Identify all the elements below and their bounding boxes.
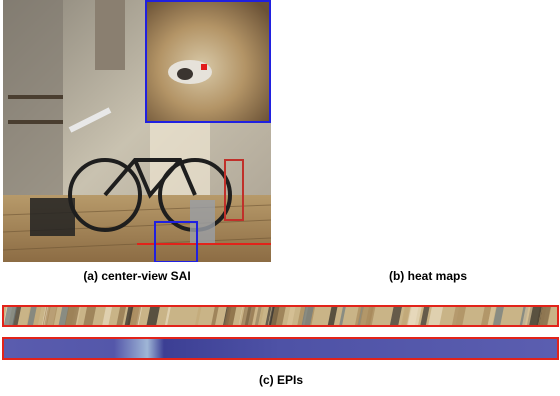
page: (a) center-view SAI (b) heat maps (c) EP… xyxy=(0,0,560,396)
center-view-image xyxy=(3,0,271,262)
caption: (c) EPIs xyxy=(259,373,303,387)
figure: (a) center-view SAI (b) heat maps (c) EP… xyxy=(0,0,560,396)
epi-color xyxy=(3,306,558,326)
caption: (a) center-view SAI xyxy=(83,269,190,283)
caption: (b) heat maps xyxy=(389,269,467,283)
epi-heat xyxy=(3,338,558,359)
